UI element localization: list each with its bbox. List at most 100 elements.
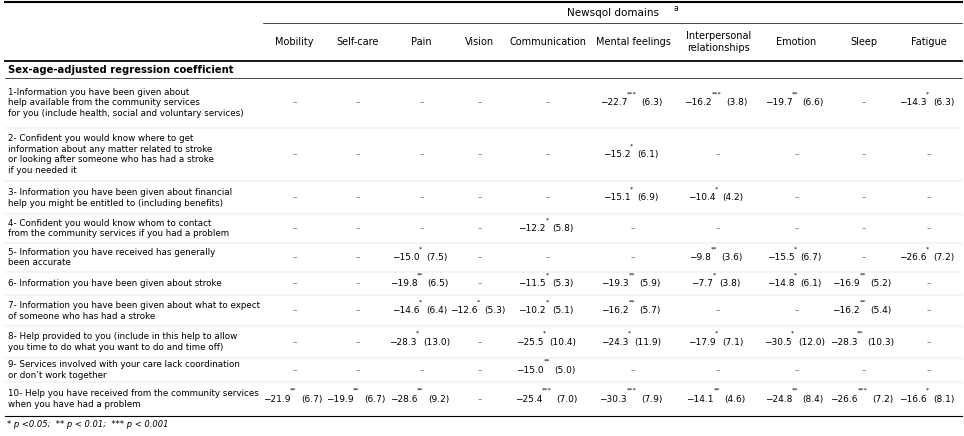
Text: ***: *** (712, 92, 722, 97)
Text: (5.7): (5.7) (639, 307, 660, 315)
Text: **: ** (544, 359, 550, 364)
Text: (6.6): (6.6) (803, 99, 824, 107)
Text: *: * (630, 143, 633, 148)
Text: –: – (794, 150, 799, 159)
Text: 1-Information you have been given about
help available from the community servic: 1-Information you have been given about … (8, 88, 244, 118)
Text: Sleep: Sleep (850, 37, 877, 47)
Text: –: – (292, 307, 297, 315)
Text: 7- Information you have been given about what to expect
of someone who has had a: 7- Information you have been given about… (8, 301, 259, 321)
Text: −28.3: −28.3 (389, 337, 416, 347)
Text: −22.7: −22.7 (600, 99, 627, 107)
Text: −26.6: −26.6 (898, 253, 926, 262)
Text: *: * (546, 300, 549, 304)
Text: *: * (925, 246, 929, 251)
Text: **: ** (290, 388, 297, 393)
Text: −19.9: −19.9 (326, 395, 354, 404)
Text: –: – (862, 150, 867, 159)
Text: –: – (478, 279, 482, 288)
Text: –: – (356, 224, 360, 233)
Text: –: – (356, 366, 360, 375)
Text: –: – (419, 99, 424, 107)
Text: (10.3): (10.3) (868, 337, 895, 347)
Text: –: – (862, 99, 867, 107)
Text: 5- Information you have received has generally
been accurate: 5- Information you have received has gen… (8, 248, 215, 267)
Text: –: – (631, 366, 635, 375)
Text: −30.3: −30.3 (600, 395, 628, 404)
Text: −9.8: −9.8 (689, 253, 711, 262)
Text: ***: *** (627, 388, 637, 393)
Text: −28.6: −28.6 (389, 395, 417, 404)
Text: –: – (356, 337, 360, 347)
Text: –: – (292, 224, 297, 233)
Text: (7.5): (7.5) (426, 253, 447, 262)
Text: 6- Information you have been given about stroke: 6- Information you have been given about… (8, 279, 222, 288)
Text: –: – (926, 150, 931, 159)
Text: **: ** (792, 388, 798, 393)
Text: (7.9): (7.9) (641, 395, 662, 404)
Text: Self-care: Self-care (336, 37, 379, 47)
Text: *: * (546, 272, 549, 277)
Text: (5.2): (5.2) (870, 279, 892, 288)
Text: (5.8): (5.8) (552, 224, 574, 233)
Text: −16.9: −16.9 (832, 279, 860, 288)
Text: *: * (712, 272, 716, 277)
Text: −15.5: −15.5 (766, 253, 794, 262)
Text: **: ** (417, 272, 423, 277)
Text: 2- Confident you would know where to get
information about any matter related to: 2- Confident you would know where to get… (8, 134, 214, 175)
Text: *: * (793, 246, 797, 251)
Text: −11.5: −11.5 (519, 279, 546, 288)
Text: a: a (673, 4, 678, 13)
Text: **: ** (713, 388, 720, 393)
Text: Pain: Pain (412, 37, 432, 47)
Text: −10.2: −10.2 (519, 307, 546, 315)
Text: –: – (356, 253, 360, 262)
Text: **: ** (629, 272, 635, 277)
Text: (8.1): (8.1) (933, 395, 954, 404)
Text: (7.2): (7.2) (872, 395, 894, 404)
Text: –: – (546, 253, 550, 262)
Text: −24.3: −24.3 (601, 337, 629, 347)
Text: –: – (926, 224, 931, 233)
Text: (4.6): (4.6) (724, 395, 745, 404)
Text: –: – (478, 395, 482, 404)
Text: *: * (791, 331, 794, 336)
Text: −16.6: −16.6 (898, 395, 926, 404)
Text: (5.0): (5.0) (554, 366, 576, 375)
Text: −14.6: −14.6 (391, 307, 419, 315)
Text: –: – (478, 193, 482, 202)
Text: –: – (794, 307, 799, 315)
Text: −15.1: −15.1 (603, 193, 630, 202)
Text: *: * (793, 272, 797, 277)
Text: (5.9): (5.9) (639, 279, 660, 288)
Text: Vision: Vision (466, 37, 495, 47)
Text: (6.7): (6.7) (301, 395, 322, 404)
Text: 8- Help provided to you (include in this help to allow
you time to do what you w: 8- Help provided to you (include in this… (8, 332, 237, 352)
Text: –: – (478, 337, 482, 347)
Text: –: – (478, 99, 482, 107)
Text: (6.1): (6.1) (801, 279, 822, 288)
Text: –: – (794, 193, 799, 202)
Text: –: – (292, 366, 297, 375)
Text: *: * (416, 331, 419, 336)
Text: –: – (716, 366, 720, 375)
Text: −25.5: −25.5 (516, 337, 544, 347)
Text: (4.2): (4.2) (722, 193, 743, 202)
Text: *: * (418, 300, 422, 304)
Text: –: – (926, 307, 931, 315)
Text: –: – (356, 193, 360, 202)
Text: ***: *** (627, 92, 637, 97)
Text: –: – (926, 279, 931, 288)
Text: –: – (631, 253, 635, 262)
Text: **: ** (860, 300, 866, 304)
Text: –: – (419, 150, 424, 159)
Text: –: – (356, 99, 360, 107)
Text: −12.6: −12.6 (450, 307, 477, 315)
Text: Mental feelings: Mental feelings (596, 37, 671, 47)
Text: –: – (862, 366, 867, 375)
Text: *: * (715, 186, 718, 191)
Text: (6.7): (6.7) (801, 253, 822, 262)
Text: −14.3: −14.3 (898, 99, 926, 107)
Text: **: ** (792, 92, 798, 97)
Text: –: – (862, 253, 867, 262)
Text: **: ** (353, 388, 360, 393)
